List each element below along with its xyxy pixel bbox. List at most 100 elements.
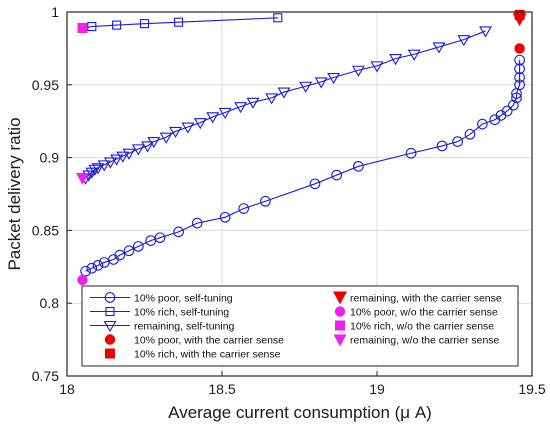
series-2	[79, 26, 492, 185]
legend-label: 10% rich, w/o the carrier sense	[350, 321, 494, 333]
legend-entry: 10% rich, self-tuning	[90, 307, 229, 319]
data-point	[452, 136, 463, 147]
legend-marker	[104, 292, 116, 303]
legend-entry: 10% rich, w/o the carrier sense	[335, 320, 494, 333]
data-point	[353, 160, 364, 172]
y-tick-label: 0.85	[32, 222, 59, 238]
data-point	[514, 79, 525, 91]
legend-label: remaining, w/o the carrier sense	[350, 335, 500, 347]
data-point	[116, 151, 130, 163]
series-1	[77, 13, 283, 33]
legend-entry: 10% poor, self-tuning	[90, 292, 233, 305]
legend-label: 10% poor, w/o the carrier sense	[350, 307, 498, 319]
legend-marker	[105, 306, 115, 317]
data-point	[299, 81, 313, 93]
data-point	[92, 259, 104, 271]
data-point	[139, 19, 150, 29]
data-point	[159, 132, 173, 144]
data-point	[147, 137, 161, 149]
legend-marker	[333, 334, 347, 347]
data-point	[145, 235, 157, 246]
legend-marker	[103, 320, 117, 333]
data-point	[154, 232, 166, 244]
data-point	[309, 178, 321, 190]
legend-marker	[333, 291, 347, 305]
data-point	[370, 61, 384, 73]
legend: 10% poor, self-tuning 10% rich, self-tuni…	[81, 285, 519, 367]
data-point	[87, 22, 97, 32]
legend-marker	[105, 348, 115, 359]
data-point	[86, 262, 98, 274]
y-tick-label: 0.8	[40, 295, 60, 311]
series-layer	[76, 9, 527, 286]
data-point	[514, 43, 525, 54]
legend-entry: remaining, w/o the carrier sense	[333, 334, 500, 347]
legend-marker	[104, 334, 116, 345]
series-7	[77, 23, 88, 34]
data-point	[218, 107, 232, 120]
data-point	[432, 42, 446, 54]
y-tick-label: 0.75	[32, 368, 59, 384]
series-line	[85, 30, 486, 179]
data-point	[112, 20, 122, 30]
legend-label: 10% poor, self-tuning	[134, 293, 233, 305]
data-point	[169, 126, 182, 138]
series-line	[82, 17, 278, 29]
data-point	[76, 172, 89, 185]
y-tick-label: 1	[51, 4, 59, 20]
data-point	[514, 54, 525, 66]
data-point	[273, 13, 283, 23]
data-point	[457, 35, 471, 47]
data-point	[97, 160, 111, 172]
y-tick-label: 0.9	[40, 150, 60, 166]
series-3	[514, 43, 525, 54]
data-point	[103, 157, 117, 169]
x-tick-label: 18	[59, 381, 75, 397]
plot-frame	[66, 11, 533, 377]
data-point	[246, 97, 260, 109]
x-axis-label: Average current consumption (μ A)	[168, 403, 432, 422]
y-tick-label: 0.95	[32, 77, 59, 93]
legend-label: 10% rich, self-tuning	[134, 307, 229, 319]
data-point	[132, 241, 144, 252]
series-0	[80, 54, 525, 277]
data-point	[131, 144, 145, 156]
data-point	[234, 102, 248, 114]
data-point	[327, 72, 341, 85]
data-point	[436, 140, 448, 152]
data-point	[501, 105, 513, 117]
data-point	[85, 167, 99, 179]
x-tick-label: 19.5	[518, 381, 545, 397]
data-point	[514, 63, 525, 75]
data-point	[174, 17, 184, 27]
legend-label: remaining, self-tuning	[134, 321, 235, 333]
series-5	[512, 13, 527, 27]
data-point	[141, 141, 155, 153]
x-tick-label: 19	[369, 381, 385, 397]
tick-labels: 18 18.5 19 19.5 0.75 0.8 0.85 0.9 0.95 1	[32, 4, 546, 397]
data-point	[193, 118, 207, 130]
data-point	[407, 49, 421, 61]
legend-entry: 10% poor, with the carrier sense	[104, 334, 284, 347]
legend-marker	[334, 306, 346, 317]
legend-label: remaining, with the carrier sense	[350, 293, 502, 305]
data-point	[77, 274, 88, 286]
y-axis-label: Packet delivery ratio	[5, 117, 24, 270]
data-point	[511, 92, 522, 104]
legend-entry: 10% rich, with the carrier sense	[105, 348, 281, 361]
data-point	[331, 169, 343, 181]
data-point	[98, 257, 110, 268]
data-point	[219, 211, 231, 223]
data-point	[122, 148, 136, 160]
x-tick-label: 18.5	[208, 381, 235, 397]
data-point	[389, 54, 403, 66]
data-point	[464, 128, 476, 140]
data-point	[514, 72, 525, 83]
data-point	[77, 23, 88, 34]
legend-label: 10% rich, with the carrier sense	[134, 349, 281, 361]
data-point	[181, 122, 195, 134]
legend-entry: remaining, self-tuning	[90, 321, 235, 333]
data-point	[238, 203, 250, 214]
legend-label: 10% poor, with the carrier sense	[134, 335, 284, 347]
